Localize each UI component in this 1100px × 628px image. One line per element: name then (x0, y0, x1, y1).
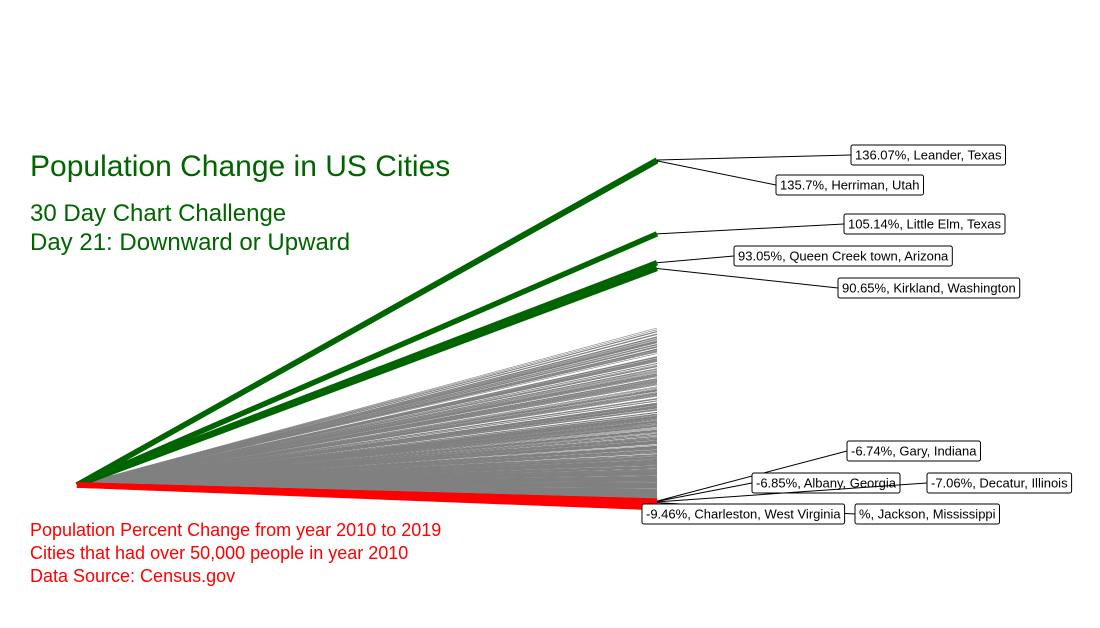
bottom-city-label: -6.85%, Albany, Georgia (656, 472, 901, 502)
bottom-city-label: -7.06%, Decatur, Illinois (656, 472, 1073, 503)
other-city-line (76, 351, 658, 486)
leader-line (656, 482, 753, 502)
other-city-line (76, 479, 658, 486)
other-city-line (76, 334, 658, 486)
label-box (846, 440, 981, 462)
other-city-line (76, 392, 658, 486)
bottom-city-label: %, Jackson, Mississippi (656, 502, 1000, 525)
leader-line (656, 160, 777, 186)
other-city-line (76, 430, 658, 486)
other-city-line (76, 458, 658, 486)
other-city-line (76, 338, 658, 486)
other-city-line (76, 454, 658, 486)
top-city-label: 90.65%, Kirkland, Washington (656, 267, 1021, 299)
label-box (775, 174, 924, 196)
label-box (854, 503, 1000, 525)
other-city-line (76, 439, 658, 486)
other-city-line (76, 378, 658, 486)
other-city-line (76, 442, 658, 486)
other-city-line (76, 366, 658, 486)
other-city-line (76, 412, 658, 486)
label-text: -6.85%, Albany, Georgia (756, 476, 897, 491)
label-text: 136.07%, Leander, Texas (855, 148, 1002, 163)
other-city-line (76, 483, 658, 486)
caption-source: Data Source: Census.gov (30, 566, 236, 586)
label-box (850, 144, 1006, 166)
caption-line-1: Population Percent Change from year 2010… (30, 520, 442, 540)
other-city-line (76, 330, 658, 486)
leader-line (656, 154, 852, 161)
other-city-line (76, 348, 658, 486)
other-city-line (76, 403, 658, 486)
other-city-line (76, 450, 658, 486)
other-city-line (76, 476, 658, 486)
bottom-city-label: -9.46%, Charleston, West Virginia (641, 503, 846, 525)
other-city-line (76, 437, 658, 486)
other-city-lines (76, 327, 658, 502)
bottom-city-label: -6.74%, Gary, Indiana (656, 440, 981, 502)
chart-title: Population Change in US Cities (30, 150, 451, 183)
other-city-line (76, 445, 658, 486)
other-city-line (76, 395, 658, 486)
label-text: -9.46%, Charleston, West Virginia (646, 507, 841, 522)
leader-line (656, 482, 928, 503)
other-city-line (76, 434, 658, 486)
other-city-line (76, 368, 658, 486)
other-city-line (76, 471, 658, 486)
label-text: 135.7%, Herriman, Utah (780, 178, 919, 193)
other-city-line (76, 463, 658, 486)
city-labels: 136.07%, Leander, Texas 135.7%, Herriman,… (641, 144, 1073, 525)
label-text: %, Jackson, Mississippi (859, 507, 996, 522)
top-city-label: 93.05%, Queen Creek town, Arizona (656, 245, 953, 267)
label-box (843, 213, 1006, 235)
top-city-label: 136.07%, Leander, Texas (656, 144, 1006, 166)
label-text: -6.74%, Gary, Indiana (851, 444, 977, 459)
other-city-line (76, 456, 658, 486)
other-city-line (76, 382, 658, 486)
other-city-line (76, 371, 658, 486)
top-city-line (75, 231, 659, 488)
other-city-line (76, 327, 658, 486)
leader-line (656, 267, 839, 289)
top-city-label: 105.14%, Little Elm, Texas (656, 213, 1006, 235)
label-box (733, 245, 953, 267)
other-city-line (76, 359, 658, 486)
other-city-line (76, 356, 658, 486)
leader-line (656, 223, 845, 235)
other-city-line (76, 409, 658, 486)
top-city-label: 135.7%, Herriman, Utah (656, 160, 924, 196)
bottom-city-line (76, 482, 658, 511)
other-city-line (76, 414, 658, 486)
leader-line (656, 255, 735, 264)
other-city-line (76, 406, 658, 486)
label-box (641, 503, 846, 525)
highlight-lines (75, 157, 659, 511)
other-city-line (76, 390, 658, 486)
label-text: 93.05%, Queen Creek town, Arizona (738, 249, 949, 264)
top-city-line (75, 158, 659, 488)
other-city-line (76, 375, 658, 486)
other-city-line (76, 416, 658, 486)
other-city-line (76, 398, 658, 486)
other-city-line (76, 423, 658, 486)
label-text: 105.14%, Little Elm, Texas (848, 217, 1001, 232)
label-text: -7.06%, Decatur, Illinois (931, 476, 1068, 491)
other-city-line (76, 341, 658, 486)
other-city-line (76, 388, 658, 486)
other-city-line (76, 461, 658, 486)
other-city-line (76, 384, 658, 486)
top-city-line (76, 265, 658, 488)
other-city-line (76, 344, 658, 486)
label-box (926, 472, 1073, 494)
label-box (751, 472, 901, 494)
other-city-line (76, 400, 658, 486)
chart-subtitle-2: Day 21: Downward or Upward (30, 229, 351, 256)
other-city-line (76, 466, 658, 486)
other-city-line (76, 473, 658, 486)
label-box (837, 277, 1021, 299)
chart-subtitle-1: 30 Day Chart Challenge (30, 200, 287, 227)
caption-line-2: Cities that had over 50,000 people in ye… (30, 543, 409, 563)
label-text: 90.65%, Kirkland, Washington (842, 281, 1016, 296)
